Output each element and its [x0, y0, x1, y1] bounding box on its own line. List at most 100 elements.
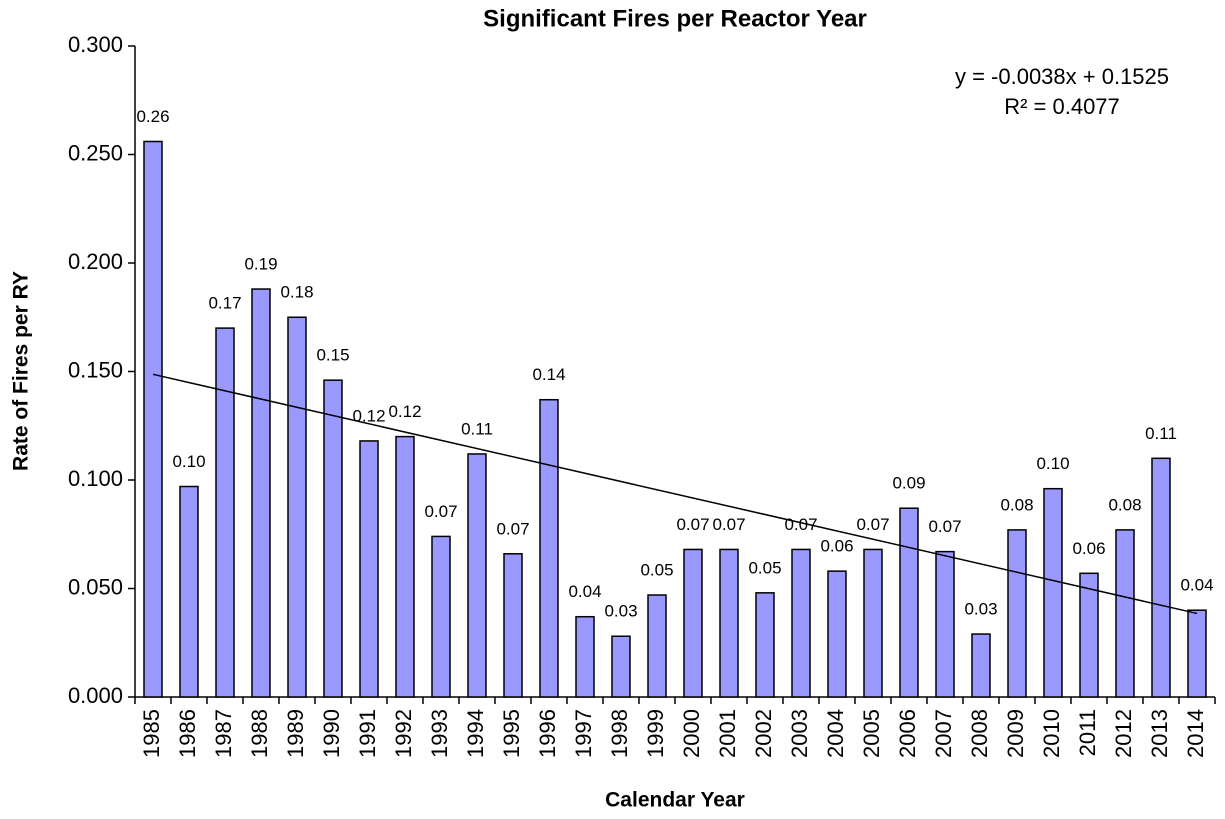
chart-title: Significant Fires per Reactor Year: [483, 5, 867, 32]
data-label: 0.07: [712, 515, 745, 534]
annotation: R² = 0.4077: [1004, 94, 1120, 119]
x-tick-label: 2005: [859, 709, 884, 758]
data-label: 0.26: [136, 107, 169, 126]
x-tick-label: 1998: [607, 709, 632, 758]
x-tick-label: 2011: [1075, 709, 1100, 756]
data-label: 0.07: [928, 517, 961, 536]
bar: [647, 594, 667, 698]
x-tick-label: 1996: [535, 709, 560, 758]
x-tick-label: 2004: [823, 709, 848, 758]
y-tick-label: 0.300: [68, 32, 123, 57]
data-label: 0.19: [244, 255, 277, 274]
bar: [1007, 529, 1027, 698]
x-tick-label: 2010: [1039, 709, 1064, 758]
data-label: 0.12: [388, 402, 421, 421]
x-tick-label: 1989: [283, 709, 308, 758]
y-axis-label: Rate of Fires per RY: [10, 271, 33, 471]
bar: [1115, 529, 1135, 698]
bar: [431, 535, 451, 698]
bar: [971, 633, 991, 698]
x-tick-label: 1987: [211, 709, 236, 758]
data-label: 0.09: [892, 474, 925, 493]
data-label: 0.07: [424, 502, 457, 521]
bar: [1043, 487, 1063, 698]
x-tick-label: 2007: [931, 709, 956, 758]
bar: [1079, 572, 1099, 698]
x-tick-label: 2013: [1147, 709, 1172, 758]
x-tick-label: 2002: [751, 709, 776, 758]
data-label: 0.05: [748, 558, 781, 577]
data-label: 0.07: [784, 515, 817, 534]
x-tick-label: 1985: [139, 709, 164, 758]
bar: [143, 140, 163, 698]
x-tick-label: 2009: [1003, 709, 1028, 758]
data-label: 0.06: [820, 537, 853, 556]
bar: [395, 435, 415, 698]
data-label: 0.07: [496, 519, 529, 538]
annotation: y = -0.0038x + 0.1525: [955, 64, 1169, 89]
x-tick-label: 1988: [247, 709, 272, 758]
x-tick-label: 1995: [499, 709, 524, 758]
data-label: 0.12: [352, 406, 385, 425]
x-tick-label: 1991: [355, 709, 380, 758]
y-tick-label: 0.000: [68, 683, 123, 708]
x-tick-label: 2012: [1111, 709, 1136, 758]
data-label: 0.17: [208, 294, 241, 313]
data-label: 0.08: [1000, 495, 1033, 514]
x-axis-label: Calendar Year: [605, 789, 745, 812]
bar: [323, 379, 343, 698]
x-tick-label: 1997: [571, 709, 596, 758]
data-label: 0.10: [172, 452, 205, 471]
x-tick-label: 2008: [967, 709, 992, 758]
bar: [719, 548, 739, 698]
data-label: 0.03: [604, 602, 637, 621]
bar: [179, 485, 199, 698]
bar: [539, 398, 559, 698]
bar: [899, 507, 919, 698]
bar: [791, 548, 811, 698]
trendline: [152, 373, 1198, 615]
data-label: 0.07: [676, 515, 709, 534]
bar: [251, 288, 271, 698]
data-label: 0.18: [280, 283, 313, 302]
bar: [1187, 609, 1207, 698]
data-label: 0.15: [316, 346, 349, 365]
data-label: 0.04: [1180, 576, 1213, 595]
x-tick-label: 2003: [787, 709, 812, 758]
data-label: 0.07: [856, 515, 889, 534]
bar: [755, 592, 775, 698]
bar: [575, 615, 595, 698]
bar: [287, 316, 307, 698]
data-label: 0.06: [1072, 539, 1105, 558]
bar: [467, 453, 487, 698]
bar: [827, 570, 847, 698]
bar: [683, 548, 703, 698]
x-tick-label: 1986: [175, 709, 200, 758]
x-tick-label: 1993: [427, 709, 452, 758]
bar: [1151, 457, 1171, 698]
x-tick-label: 1992: [391, 709, 416, 758]
y-tick-label: 0.200: [68, 249, 123, 274]
x-tick-label: 1994: [463, 709, 488, 758]
y-tick-label: 0.250: [68, 140, 123, 165]
x-tick-label: 1990: [319, 709, 344, 758]
bar: [359, 440, 379, 698]
data-label: 0.14: [532, 365, 565, 384]
bar: [863, 548, 883, 698]
x-tick-label: 2000: [679, 709, 704, 758]
data-label: 0.11: [1145, 424, 1177, 443]
y-tick-label: 0.150: [68, 357, 123, 382]
y-tick-label: 0.050: [68, 574, 123, 599]
data-label: 0.11: [461, 419, 493, 438]
data-label: 0.04: [568, 582, 601, 601]
data-label: 0.03: [964, 600, 997, 619]
data-label: 0.08: [1108, 495, 1141, 514]
x-tick-label: 1999: [643, 709, 668, 758]
bar: [611, 635, 631, 698]
bar: [215, 327, 235, 698]
x-tick-label: 2014: [1183, 709, 1208, 758]
y-tick-label: 0.100: [68, 466, 123, 491]
bar: [935, 550, 955, 698]
data-label: 0.10: [1036, 454, 1069, 473]
